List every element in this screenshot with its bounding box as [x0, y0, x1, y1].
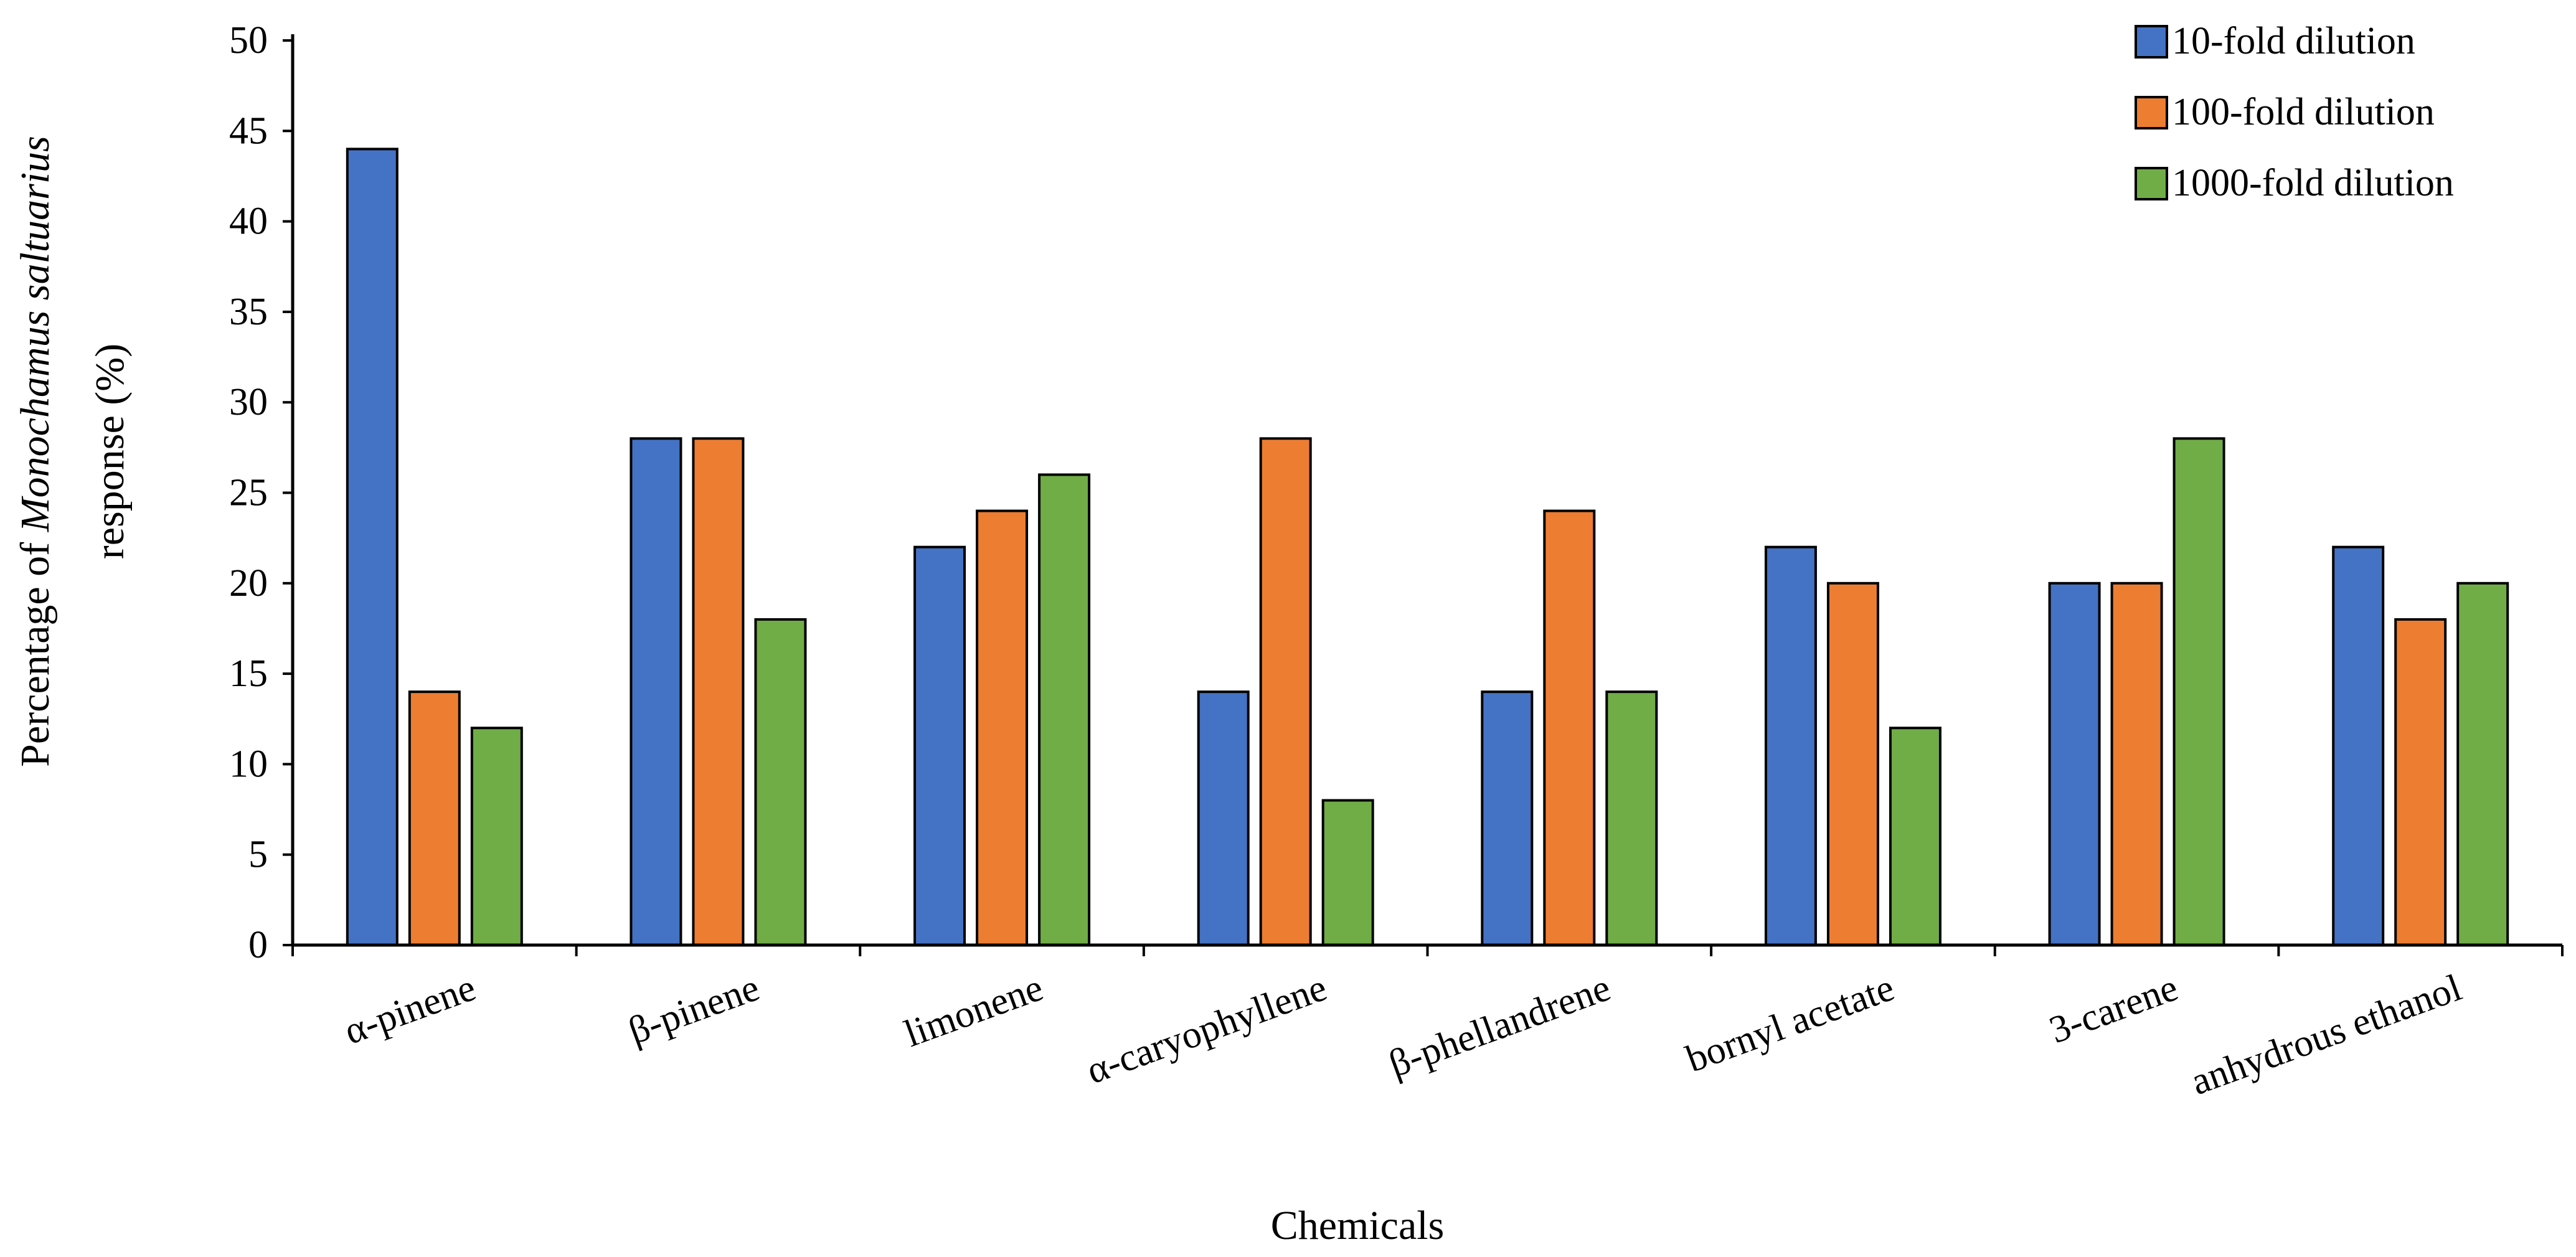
x-category-label-3: limonene	[899, 966, 1049, 1055]
y-tick-label-9: 45	[229, 110, 268, 152]
y-axis-title-line-2: response (%)	[87, 344, 133, 559]
y-tick-label-8: 40	[229, 200, 268, 243]
bar-3-6	[1889, 727, 1941, 947]
bar-2-6	[1826, 581, 1879, 946]
y-axis-title-species: Monochamus saltuarius	[12, 136, 58, 532]
legend-label-1: 10-fold dilution	[2172, 20, 2415, 62]
legend-swatch-3	[2135, 167, 2168, 200]
bar-1-6	[1764, 545, 1817, 946]
legend-label-3: 1000-fold dilution	[2172, 162, 2454, 204]
bar-2-2	[692, 437, 745, 946]
bar-3-8	[2456, 581, 2509, 946]
y-axis-title-line-1: Percentage of Monochamus saltuarius	[12, 136, 58, 767]
x-axis-title: Chemicals	[1271, 1203, 1445, 1248]
x-category-label-2: β-pinene	[623, 966, 765, 1052]
bar-1-5	[1481, 690, 1534, 947]
y-tick-label-4: 20	[229, 562, 268, 605]
y-tick-label-7: 35	[229, 291, 268, 333]
y-tick-label-0: 0	[248, 924, 268, 966]
y-axis-title-prefix: Percentage of	[12, 532, 58, 766]
bar-2-3	[976, 509, 1029, 946]
y-tick-label-3: 15	[229, 652, 268, 695]
y-tick-label-2: 10	[229, 743, 268, 785]
x-category-label-7: 3-carene	[2044, 966, 2184, 1052]
bar-3-5	[1605, 690, 1658, 947]
bar-3-4	[1321, 799, 1374, 947]
bar-1-2	[630, 437, 682, 946]
y-tick-label-5: 25	[229, 472, 268, 514]
y-tick-label-1: 5	[248, 834, 268, 876]
bar-3-2	[754, 618, 807, 946]
bar-3-7	[2173, 437, 2225, 946]
x-category-label-6: bornyl acetate	[1681, 966, 1900, 1080]
bar-2-8	[2394, 618, 2447, 946]
y-tick-label-6: 30	[229, 381, 268, 423]
bars-layer	[346, 148, 2509, 947]
legend-swatch-1	[2135, 25, 2168, 59]
legend: 10-fold dilution 100-fold dilution 1000-fo…	[2135, 20, 2454, 204]
x-category-label-1: α-pinene	[339, 966, 481, 1053]
bar-1-7	[2048, 581, 2101, 946]
bar-1-1	[346, 148, 399, 947]
bar-2-7	[2110, 581, 2163, 946]
bar-2-4	[1259, 437, 1312, 946]
bar-3-1	[470, 727, 523, 947]
bar-1-4	[1197, 690, 1250, 947]
bar-2-1	[408, 690, 461, 947]
x-category-label-4: α-caryophyllene	[1081, 966, 1332, 1092]
x-category-label-5: β-phellandrene	[1384, 966, 1616, 1085]
legend-swatch-2	[2135, 96, 2168, 129]
x-category-label-8: anhydrous ethanol	[2186, 966, 2467, 1103]
bar-2-5	[1543, 509, 1596, 946]
bar-1-3	[913, 545, 966, 946]
bar-1-8	[2332, 545, 2385, 946]
y-tick-label-10: 50	[229, 19, 268, 62]
bar-3-3	[1038, 473, 1091, 946]
legend-label-2: 100-fold dilution	[2172, 91, 2435, 133]
